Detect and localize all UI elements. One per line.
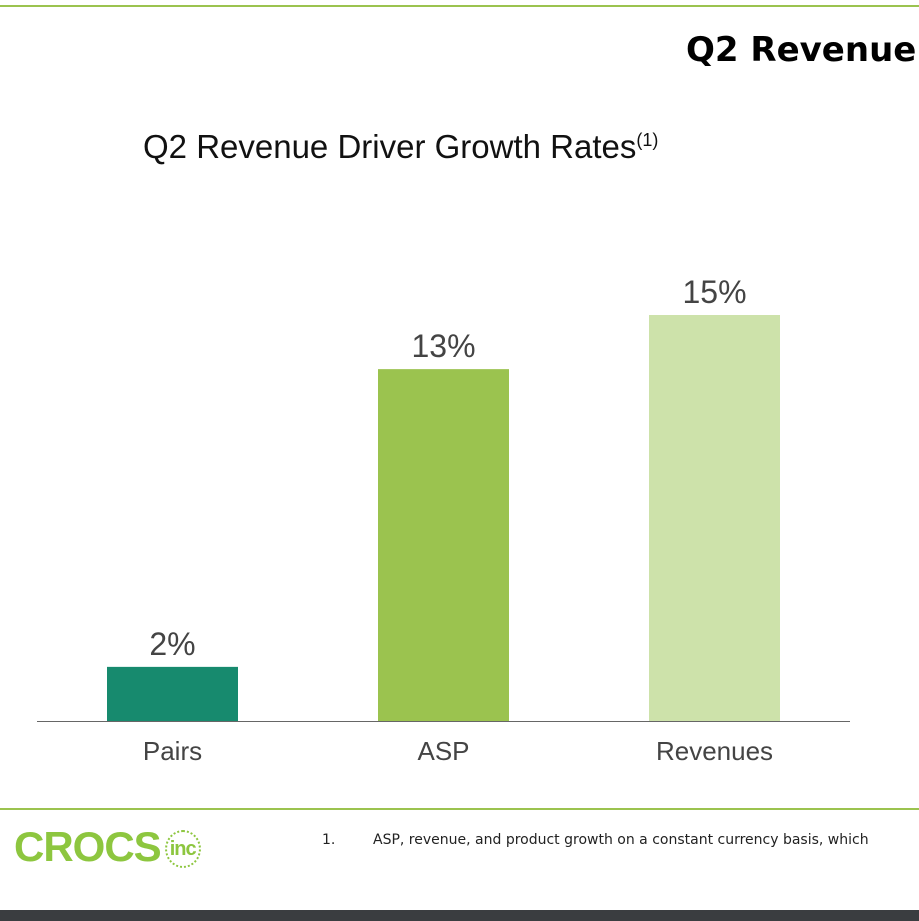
bar-pairs	[107, 666, 238, 721]
slide-title: Q2 Revenue	[686, 30, 917, 70]
bar-revenues	[649, 315, 780, 721]
data-label: 13%	[411, 328, 475, 364]
bar-chart: 2% Pairs 13% ASP 15% Revenues	[37, 274, 850, 766]
chart-title-footnote-ref: (1)	[636, 130, 659, 150]
crocs-logo: CROCS inc	[14, 823, 201, 871]
header-rule	[0, 5, 919, 7]
x-tick-label: Pairs	[143, 736, 202, 766]
footnote-text: ASP, revenue, and product growth on a co…	[373, 832, 869, 848]
x-tick-label: ASP	[417, 736, 469, 766]
bottom-bar	[0, 910, 919, 921]
footnote-number: 1.	[322, 832, 336, 848]
data-label: 2%	[149, 626, 195, 662]
bar-asp	[378, 369, 509, 721]
x-tick-label: Revenues	[656, 736, 773, 766]
chart-title: Q2 Revenue Driver Growth Rates(1)	[143, 128, 658, 166]
chart-title-text: Q2 Revenue Driver Growth Rates	[143, 128, 637, 165]
footer-rule	[0, 808, 919, 810]
data-label: 15%	[682, 274, 746, 310]
